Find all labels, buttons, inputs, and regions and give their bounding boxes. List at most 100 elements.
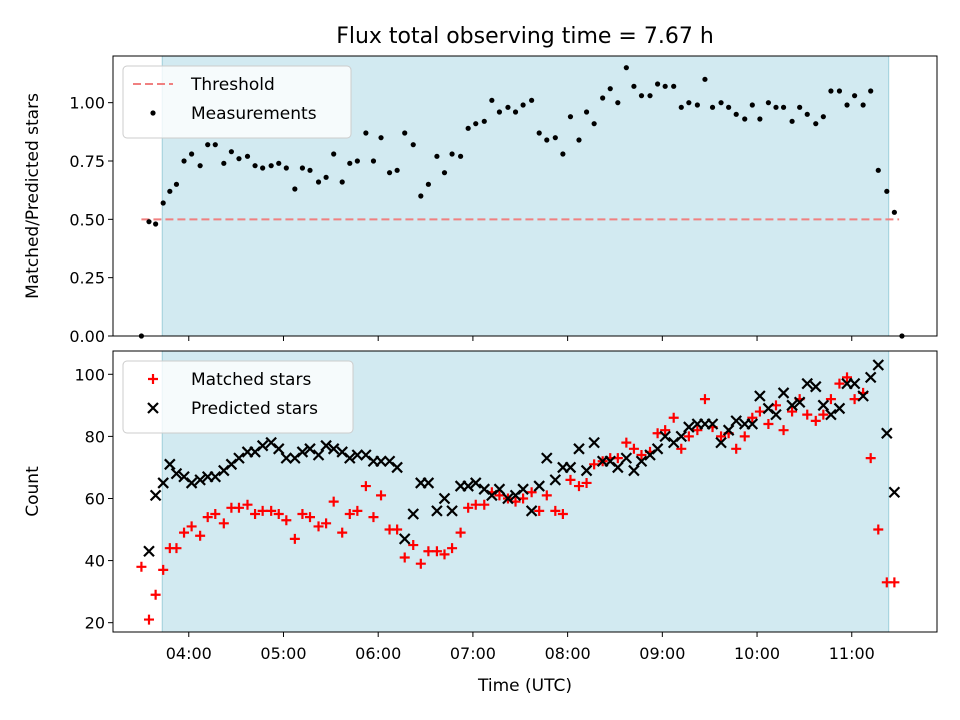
- data-point: [628, 464, 640, 477]
- data-point: [386, 170, 393, 176]
- data-point: [463, 502, 474, 513]
- legend-label: Predicted stars: [191, 399, 318, 419]
- data-point: [347, 160, 353, 166]
- data-point: [283, 165, 289, 171]
- data-point: [391, 461, 403, 474]
- legend-swatch: [147, 402, 159, 414]
- data-point: [842, 372, 853, 383]
- data-point: [186, 521, 197, 532]
- data-point: [150, 589, 161, 600]
- data-point: [810, 415, 821, 426]
- data-point: [552, 135, 558, 141]
- data-point: [210, 509, 221, 520]
- x-tick-label: 08:00: [545, 644, 591, 663]
- y-axis-label: Matched/Predicted stars: [23, 93, 43, 299]
- data-point: [683, 421, 695, 433]
- data-point: [281, 515, 292, 526]
- data-point: [517, 483, 529, 495]
- data-point: [809, 380, 822, 393]
- data-point: [621, 437, 632, 448]
- data-point: [702, 76, 708, 82]
- data-point: [533, 480, 545, 492]
- data-point: [462, 480, 474, 492]
- data-point: [449, 151, 455, 157]
- data-point: [884, 188, 890, 194]
- data-point: [457, 153, 464, 159]
- data-point: [754, 406, 765, 417]
- data-point: [716, 431, 727, 442]
- data-point: [813, 121, 819, 127]
- data-point: [441, 170, 448, 176]
- data-point: [407, 508, 420, 520]
- data-point: [692, 425, 703, 436]
- data-point: [323, 174, 329, 180]
- data-point: [583, 109, 590, 115]
- y-tick-label: 0.50: [69, 210, 105, 229]
- data-point: [328, 496, 339, 507]
- data-point: [541, 490, 552, 501]
- data-point: [170, 467, 183, 480]
- axes-frame: [112, 350, 938, 633]
- data-point: [268, 163, 274, 169]
- data-point: [320, 439, 332, 452]
- x-tick-label: 04:00: [166, 644, 212, 663]
- data-point: [266, 505, 277, 516]
- data-point: [733, 111, 739, 117]
- y-tick-label: 80: [85, 427, 105, 446]
- y-tick-label: 0.25: [69, 269, 105, 288]
- y-axis-label: Count: [23, 466, 43, 517]
- data-point: [849, 394, 860, 405]
- data-point: [242, 499, 253, 510]
- data-point: [252, 163, 258, 169]
- data-point: [560, 151, 566, 157]
- data-point: [857, 390, 869, 402]
- data-point: [564, 461, 577, 474]
- data-point: [600, 95, 606, 101]
- legend: Threshold Measurements: [122, 65, 352, 139]
- data-point: [143, 614, 154, 625]
- data-point: [825, 408, 837, 421]
- data-point: [780, 104, 787, 110]
- data-point: [136, 561, 147, 572]
- data-point: [742, 116, 748, 122]
- data-point: [434, 153, 440, 159]
- data-point: [289, 533, 300, 544]
- data-point: [623, 65, 629, 71]
- data-point: [181, 158, 187, 164]
- data-point: [299, 165, 306, 171]
- data-point: [757, 116, 763, 122]
- data-point: [512, 109, 519, 115]
- data-point: [337, 527, 348, 538]
- data-point: [749, 102, 755, 108]
- data-point: [297, 509, 308, 520]
- data-point: [668, 412, 679, 423]
- data-point: [825, 394, 836, 405]
- data-point: [659, 430, 671, 443]
- data-point: [654, 81, 661, 87]
- y-tick-label: 20: [85, 614, 105, 633]
- data-point: [660, 425, 671, 436]
- data-point: [304, 443, 316, 455]
- data-point: [631, 83, 637, 89]
- legend-box: [122, 360, 354, 434]
- data-point: [731, 443, 742, 454]
- data-point: [431, 505, 443, 517]
- data-point: [446, 505, 458, 517]
- data-point: [189, 151, 195, 157]
- legend: Matched stars Predicted stars: [122, 360, 354, 434]
- data-point: [423, 546, 434, 557]
- data-point: [197, 163, 203, 169]
- data-point: [257, 505, 268, 516]
- data-point: [447, 543, 458, 554]
- data-point: [205, 142, 211, 148]
- data-point: [591, 121, 597, 127]
- data-point: [272, 443, 285, 455]
- data-point: [307, 167, 313, 173]
- y-tick-label: 0.00: [69, 327, 105, 346]
- data-point: [581, 477, 592, 488]
- data-point: [439, 549, 450, 560]
- data-point: [526, 487, 537, 498]
- data-point: [221, 160, 227, 166]
- data-point: [392, 524, 403, 535]
